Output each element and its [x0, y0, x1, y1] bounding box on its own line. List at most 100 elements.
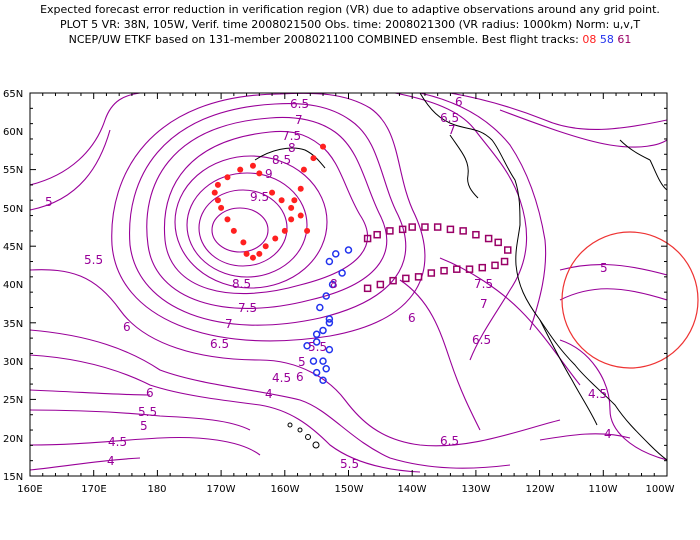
contour-label: 6 [408, 311, 416, 325]
contour-label: 5 [140, 419, 148, 433]
contour-ring [198, 189, 288, 267]
contour-label: 8 [330, 277, 338, 291]
lat-label: 15N [3, 472, 23, 483]
track-58-point [325, 315, 334, 323]
lat-label: 30N [3, 357, 23, 368]
latitude-axis: 65N 60N 55N 50N 45N 40N 35N 30N 25N 20N … [3, 89, 23, 483]
contour-ring [186, 172, 308, 278]
contour-label: 5.5 [138, 405, 157, 419]
lon-label: 120W [526, 484, 555, 495]
track-61-point [446, 225, 455, 234]
track-08-point [291, 197, 298, 204]
contour-label: 6.5 [210, 337, 229, 351]
track-58-point [316, 303, 324, 312]
header-line-3-prefix: NCEP/UW ETKF based on 131-member 2008021… [68, 33, 579, 46]
contour-label: 4.5 [588, 387, 607, 401]
lon-label: 170W [207, 484, 236, 495]
lon-label: 130W [462, 484, 491, 495]
contour-label: 5 [600, 261, 608, 275]
track-08-point [320, 143, 327, 150]
alaska-panhandle [449, 134, 479, 199]
track-61-point [491, 261, 499, 270]
contour-label: 7.5 [282, 129, 301, 143]
track-08-point [237, 166, 244, 173]
lon-label: 140W [398, 484, 427, 495]
lon-label: 180 [147, 484, 166, 495]
track-08-point [256, 170, 263, 177]
lon-label: 100W [646, 484, 675, 495]
track-08-point [269, 189, 276, 196]
track-58-label: 58 [599, 33, 614, 46]
lat-label: 60N [3, 127, 23, 138]
track-08-point [288, 216, 295, 223]
lat-label: 25N [3, 395, 23, 406]
contour-line [559, 339, 667, 461]
contour-line [30, 389, 151, 396]
lat-label: 35N [3, 319, 23, 330]
track-58-point [312, 338, 321, 346]
contour-label: 7 [295, 113, 303, 127]
track-08-point [224, 216, 231, 223]
contour-line [30, 457, 141, 471]
track-08-point [272, 235, 279, 242]
track-08-point [281, 227, 288, 234]
header-line-2: PLOT 5 VR: 38N, 105W, Verif. time 200802… [59, 18, 641, 31]
lon-label: 170E [81, 484, 106, 495]
track-08-point [297, 212, 304, 219]
header-line-3: NCEP/UW ETKF based on 131-member 2008021… [0, 32, 700, 47]
contour-line [30, 354, 421, 473]
track-58-point [325, 319, 334, 327]
track-61-point [363, 284, 372, 293]
track-61-point [421, 223, 429, 231]
island [305, 434, 311, 440]
contour-label: 5 [45, 195, 53, 209]
lat-label: 45N [3, 242, 23, 253]
track-61-point [386, 227, 394, 235]
verification-region-circle [561, 231, 699, 369]
track-08-point [230, 227, 237, 234]
header-line-1: Expected forecast error reduction in ver… [40, 3, 660, 16]
contour-label: 6.5 [290, 97, 309, 111]
axis-ticks [29, 92, 668, 477]
contour-line [449, 93, 667, 130]
track-61-point [494, 238, 502, 247]
track-61-point [363, 234, 372, 243]
contour-line [399, 279, 481, 431]
track-61-point [500, 257, 509, 266]
lon-label: 150W [335, 484, 364, 495]
contour-label: 7 [225, 317, 233, 331]
contour-ring [174, 155, 328, 289]
track-08-point [224, 174, 231, 181]
track-58-point [319, 376, 327, 384]
contour-line [539, 433, 631, 441]
contour-label: 6.5 [440, 111, 459, 125]
track-08-point [214, 181, 221, 188]
track-58-point [322, 365, 330, 373]
contour-label: 4 [107, 454, 115, 468]
contour-label: 4 [265, 387, 273, 401]
lat-label: 55N [3, 165, 23, 176]
contour-ring [111, 93, 426, 342]
contour-label: 6.5 [472, 333, 491, 347]
track-58-point [332, 250, 340, 258]
track-61-point [453, 265, 461, 273]
island [312, 441, 320, 449]
contour-label: 7.5 [474, 277, 493, 291]
track-61-point [465, 265, 474, 273]
track-08-point [256, 250, 263, 257]
track-61-point [376, 280, 385, 289]
contour-label: 8.5 [272, 153, 291, 167]
error-reduction-contours [30, 93, 667, 473]
baja-peninsula [539, 319, 598, 426]
contour-line [30, 93, 141, 186]
lat-label: 65N [3, 89, 23, 100]
great-lakes [619, 139, 651, 161]
contour-label: 5.5 [308, 340, 327, 354]
island [287, 422, 293, 428]
lat-label: 20N [3, 434, 23, 445]
track-58-point [312, 330, 321, 339]
contour-label: 5 [298, 355, 306, 369]
track-58-point [303, 342, 311, 350]
contour-line [30, 409, 251, 431]
